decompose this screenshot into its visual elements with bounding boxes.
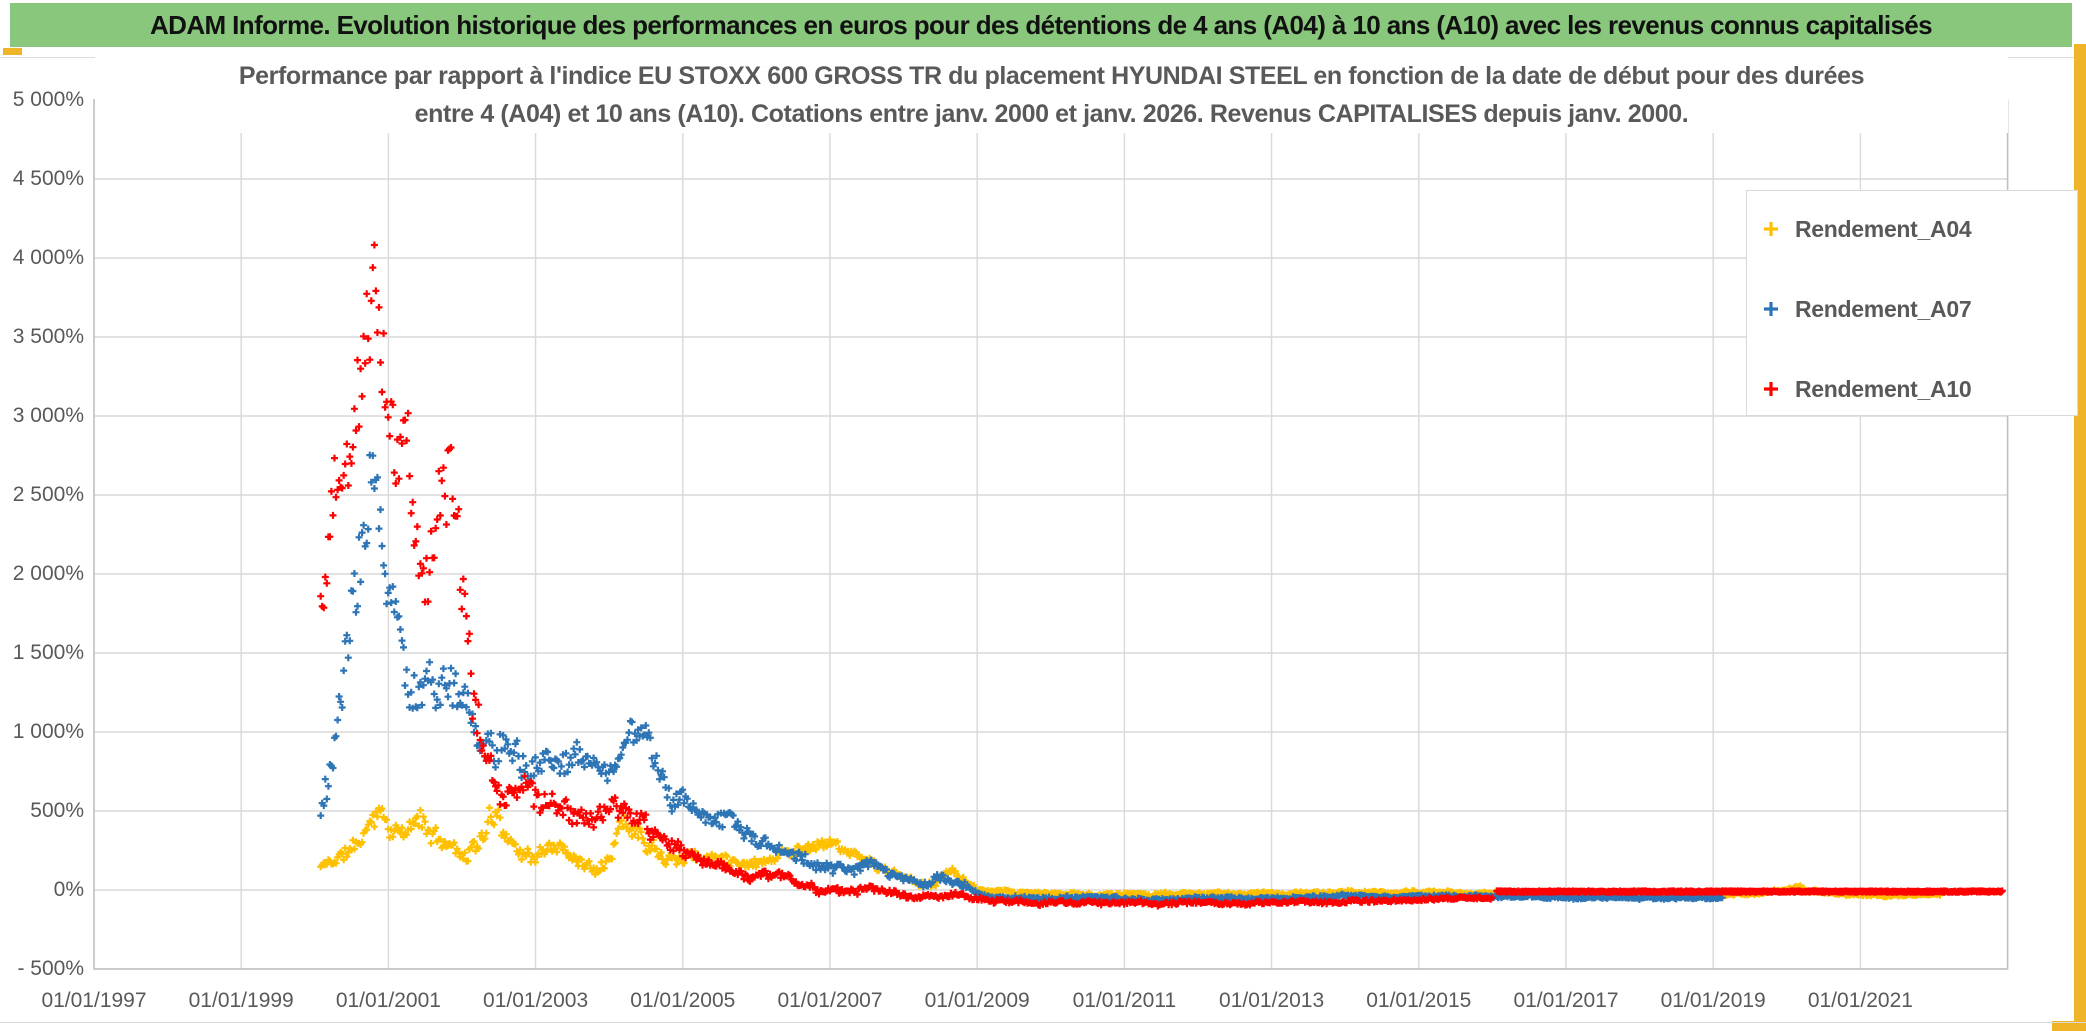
legend-label: Rendement_A07 <box>1795 295 1972 322</box>
y-axis-label: 4 500% <box>12 167 84 190</box>
x-axis-label: 01/01/1997 <box>41 989 147 1012</box>
page-title: ADAM Informe. Evolution historique des p… <box>149 9 1933 40</box>
series-Rendement_A07 <box>317 451 1726 905</box>
y-axis-label: 1 000% <box>12 720 84 743</box>
x-axis-label: 01/01/2017 <box>1513 989 1619 1012</box>
x-axis-label: 01/01/2001 <box>335 989 441 1012</box>
legend-label: Rendement_A10 <box>1795 375 1972 402</box>
chart-legend: Rendement_A04 Rendement_A07 Rendement_A10 <box>1746 190 2078 416</box>
x-axis-label: 01/01/2015 <box>1366 989 1472 1012</box>
y-axis-label: 3 000% <box>12 404 84 427</box>
x-axis-label: 01/01/2019 <box>1660 989 1766 1012</box>
y-axis-label: 2 500% <box>12 483 84 506</box>
series-Rendement_A10 <box>317 241 2006 910</box>
amber-tick-bottom-left <box>3 48 22 55</box>
y-axis-label: 500% <box>30 799 84 822</box>
x-axis-label: 01/01/2021 <box>1807 989 1913 1012</box>
y-axis-label: 5 000% <box>12 88 84 111</box>
x-axis-label: 01/01/2003 <box>483 989 589 1012</box>
y-axis-label: 2 000% <box>12 562 84 585</box>
x-axis-label: 01/01/2007 <box>777 989 883 1012</box>
plot-border <box>93 99 2009 970</box>
legend-entry-Rendement_A10[interactable]: Rendement_A10 <box>1761 367 1972 411</box>
x-axis-label: 01/01/2011 <box>1072 989 1177 1012</box>
y-axis-label: - 500% <box>17 957 84 980</box>
plus-marker-icon <box>1764 382 1778 396</box>
chart-title: Performance par rapport à l'indice EU ST… <box>95 57 2008 133</box>
x-axis-label: 01/01/1999 <box>188 989 294 1012</box>
x-axis-label: 01/01/2009 <box>924 989 1030 1012</box>
plus-marker-icon <box>1764 222 1778 236</box>
chart-title-line-1: Performance par rapport à l'indice EU ST… <box>238 62 1865 90</box>
y-axis-label: 3 500% <box>12 325 84 348</box>
legend-entry-Rendement_A07[interactable]: Rendement_A07 <box>1761 287 1972 331</box>
y-axis-label: 0% <box>53 878 84 901</box>
plus-marker-icon <box>1764 302 1778 316</box>
legend-entry-Rendement_A04[interactable]: Rendement_A04 <box>1761 207 1972 251</box>
legend-label: Rendement_A04 <box>1795 215 1972 242</box>
sheet-gridline-bottom <box>0 1022 2086 1023</box>
x-axis-label: 01/01/2005 <box>630 989 736 1012</box>
series-Rendement_A04 <box>317 804 1944 901</box>
amber-corner-bottom-right <box>2052 1021 2086 1031</box>
x-axis-label: 01/01/2013 <box>1219 989 1325 1012</box>
y-axis-label: 1 500% <box>12 641 84 664</box>
chart-title-line-2: entre 4 (A04) et 10 ans (A10). Cotations… <box>414 100 1689 128</box>
y-axis-label: 4 000% <box>12 246 84 269</box>
header-bar: ADAM Informe. Evolution historique des p… <box>10 3 2072 47</box>
